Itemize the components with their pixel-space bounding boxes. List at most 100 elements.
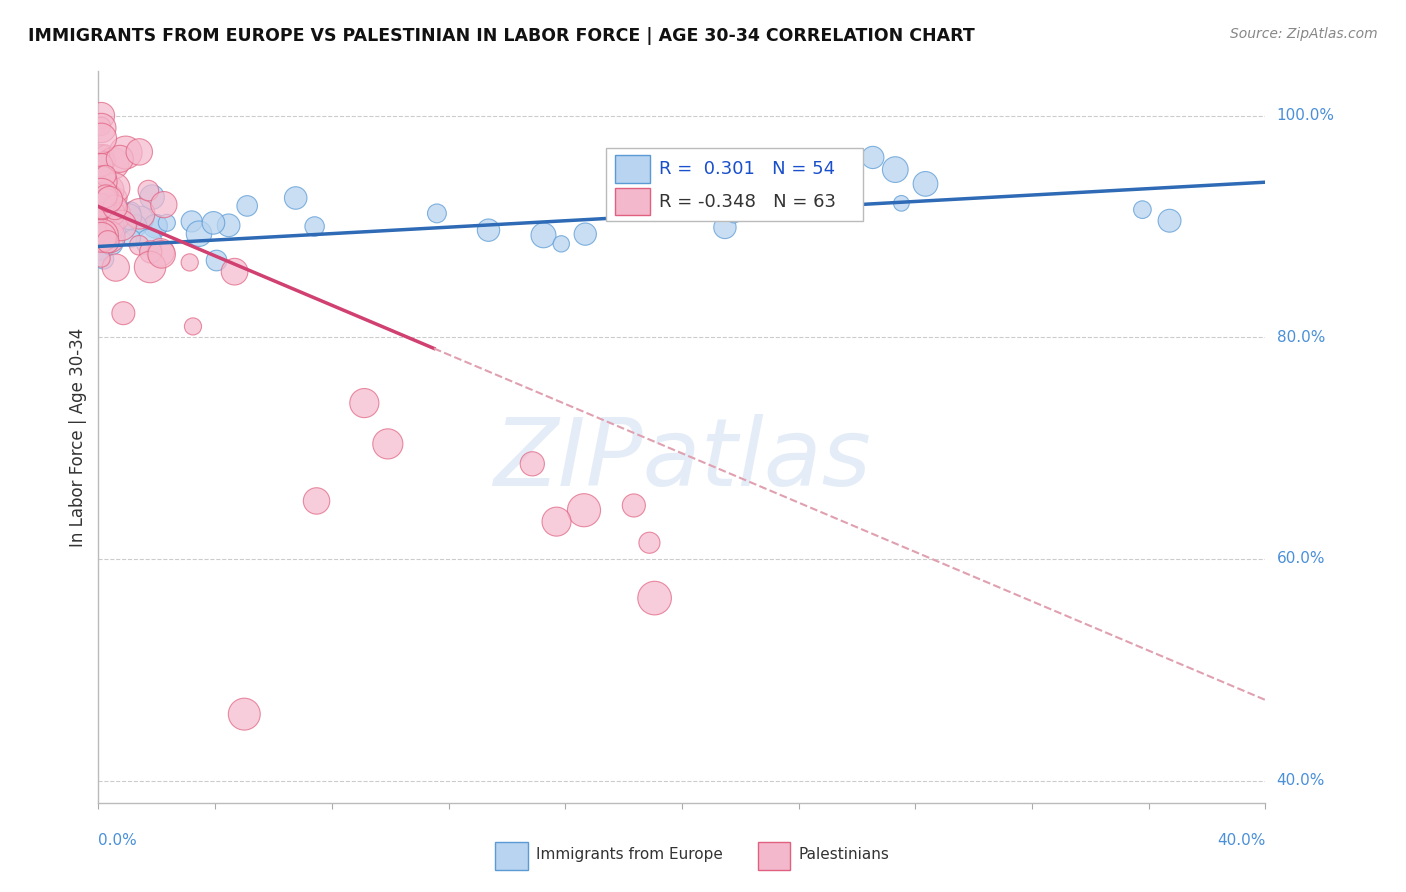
Point [572, 503, 595, 517]
Point [101, 219, 124, 234]
Point [93, 225, 115, 239]
Point [90, 241, 112, 255]
Point [97, 228, 120, 243]
Point [90, 199, 112, 213]
Point [540, 851, 562, 865]
Point [145, 219, 167, 233]
Point [114, 145, 136, 160]
Point [118, 210, 141, 224]
Point [90, 211, 112, 226]
Point [91, 228, 114, 243]
Point [304, 219, 326, 234]
Text: 100.0%: 100.0% [1277, 108, 1334, 123]
Point [90, 227, 112, 241]
Point [91, 206, 114, 220]
Point [233, 707, 256, 722]
Point [153, 197, 176, 211]
Point [93, 236, 115, 251]
Point [782, 186, 804, 201]
Point [98, 238, 121, 252]
Point [574, 227, 596, 241]
Point [236, 199, 259, 213]
Point [90, 120, 112, 134]
Point [638, 535, 661, 549]
Point [224, 265, 246, 279]
Point [100, 236, 122, 251]
Point [1132, 202, 1154, 217]
Point [107, 223, 129, 237]
Point [90, 149, 112, 163]
Text: Immigrants from Europe: Immigrants from Europe [536, 847, 723, 862]
FancyBboxPatch shape [495, 842, 527, 870]
Point [91, 221, 114, 235]
Point [94, 154, 117, 169]
Text: 0.0%: 0.0% [98, 833, 138, 848]
Point [104, 260, 127, 275]
Point [90, 121, 112, 136]
Point [205, 253, 228, 268]
Point [98, 230, 121, 244]
Point [90, 201, 112, 215]
Point [90, 230, 112, 244]
Point [90, 109, 112, 123]
Point [101, 156, 124, 170]
Point [1159, 213, 1181, 227]
Text: R = -0.348   N = 63: R = -0.348 N = 63 [658, 193, 835, 211]
Point [98, 223, 121, 237]
Point [94, 189, 117, 203]
FancyBboxPatch shape [758, 842, 790, 870]
Point [90, 252, 112, 266]
Point [890, 196, 912, 211]
Point [124, 219, 146, 233]
Point [98, 193, 121, 207]
Point [128, 145, 150, 159]
Text: 40.0%: 40.0% [1277, 773, 1324, 789]
Point [90, 209, 112, 223]
Point [90, 215, 112, 229]
Point [128, 207, 150, 221]
Point [101, 206, 124, 220]
Point [426, 206, 449, 220]
Point [129, 212, 152, 227]
Point [90, 158, 112, 172]
Text: ZIPatlas: ZIPatlas [494, 414, 870, 505]
Point [139, 244, 162, 259]
Point [94, 217, 117, 231]
Point [353, 396, 375, 410]
Point [550, 236, 572, 251]
Point [138, 184, 160, 198]
Point [90, 220, 112, 235]
Point [533, 228, 555, 243]
Point [105, 191, 128, 205]
FancyBboxPatch shape [606, 148, 863, 221]
Point [112, 306, 135, 320]
Point [90, 188, 112, 202]
Point [90, 161, 112, 175]
Point [104, 181, 127, 195]
Point [104, 201, 127, 215]
Point [156, 216, 179, 230]
Point [623, 499, 645, 513]
Point [150, 247, 173, 261]
Point [141, 190, 163, 204]
Text: 40.0%: 40.0% [1218, 833, 1265, 848]
Point [110, 219, 132, 233]
Point [477, 223, 499, 237]
Point [218, 219, 240, 233]
Point [93, 194, 115, 209]
Point [128, 238, 150, 252]
Point [143, 219, 166, 234]
Point [94, 146, 117, 161]
Text: Source: ZipAtlas.com: Source: ZipAtlas.com [1230, 27, 1378, 41]
Point [188, 227, 211, 241]
Point [93, 210, 115, 224]
Point [139, 260, 162, 274]
Point [121, 231, 143, 245]
Point [305, 494, 328, 508]
Text: R =  0.301   N = 54: R = 0.301 N = 54 [658, 160, 835, 178]
Point [108, 152, 131, 166]
Point [96, 191, 118, 205]
Point [103, 208, 125, 222]
Point [90, 202, 112, 217]
Point [97, 183, 120, 197]
